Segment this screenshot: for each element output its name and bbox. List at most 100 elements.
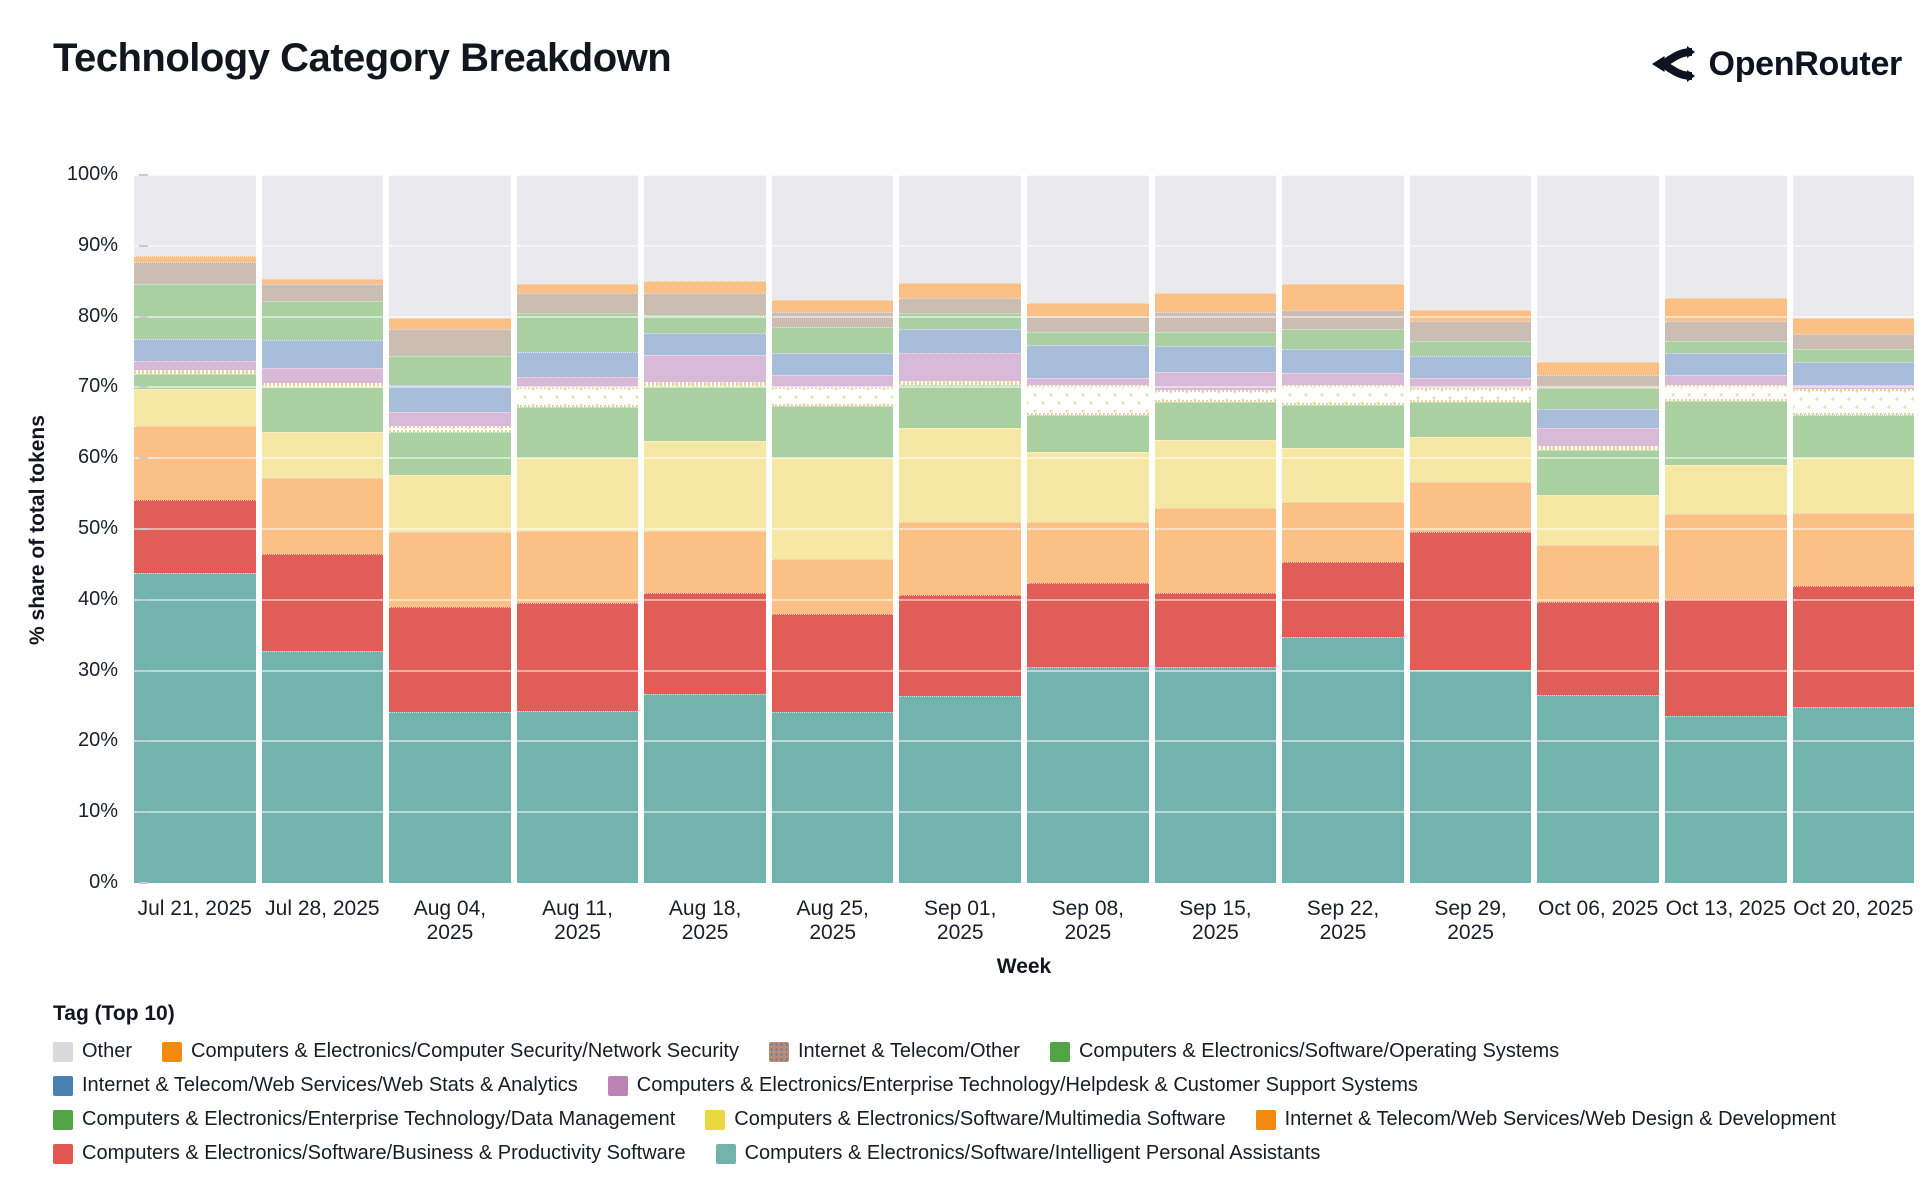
bar-segment-netsec[interactable] bbox=[1027, 303, 1149, 317]
bar-segment-datamgmt[interactable] bbox=[899, 385, 1022, 429]
bar-segment-webstats[interactable] bbox=[389, 385, 511, 412]
bar-segment-multimedia[interactable] bbox=[261, 431, 384, 478]
bar-segment-other[interactable] bbox=[899, 175, 1022, 283]
bar-segment-dotted-band[interactable] bbox=[1792, 388, 1915, 416]
bar-segment-webdesign[interactable] bbox=[134, 425, 256, 500]
bar-segment-itother[interactable] bbox=[1154, 311, 1277, 332]
bar-segment-datamgmt[interactable] bbox=[134, 373, 256, 390]
legend-item[interactable]: Computers & Electronics/Computer Securit… bbox=[162, 1040, 739, 1063]
bar-segment-ipa[interactable] bbox=[134, 572, 256, 883]
bar-segment-bnp[interactable] bbox=[261, 553, 384, 652]
bar-segment-os[interactable] bbox=[1792, 348, 1915, 362]
bar-segment-netsec[interactable] bbox=[899, 282, 1022, 299]
bar-segment-itother[interactable] bbox=[261, 284, 384, 302]
bar-segment-other[interactable] bbox=[644, 175, 766, 282]
bar-segment-ipa[interactable] bbox=[644, 693, 766, 883]
bar-segment-webdesign[interactable] bbox=[899, 521, 1022, 595]
bar-segment-ipa[interactable] bbox=[261, 651, 384, 883]
bar-segment-netsec[interactable] bbox=[1792, 318, 1915, 335]
bar-segment-multimedia[interactable] bbox=[771, 458, 894, 559]
bar-segment-dotted-band[interactable] bbox=[1409, 388, 1532, 402]
bar-segment-os[interactable] bbox=[389, 355, 511, 386]
bar-segment-netsec[interactable] bbox=[1537, 361, 1659, 375]
bar-segment-bnp[interactable] bbox=[1537, 602, 1659, 696]
bar-segment-webdesign[interactable] bbox=[389, 531, 511, 607]
bar-segment-os[interactable] bbox=[516, 313, 639, 353]
bar-segment-other[interactable] bbox=[1027, 175, 1149, 304]
legend-item[interactable]: Other bbox=[53, 1040, 132, 1063]
bar-segment-datamgmt[interactable] bbox=[389, 432, 511, 476]
bar-segment-dotted-band[interactable] bbox=[771, 386, 894, 406]
bar-segment-netsec[interactable] bbox=[1664, 298, 1787, 321]
bar-segment-bnp[interactable] bbox=[1027, 582, 1149, 668]
bar-segment-itother[interactable] bbox=[899, 298, 1022, 314]
bar-segment-multimedia[interactable] bbox=[134, 389, 256, 426]
bar-segment-os[interactable] bbox=[261, 301, 384, 340]
bar-segment-os[interactable] bbox=[1027, 331, 1149, 345]
bar-segment-helpdesk[interactable] bbox=[1027, 378, 1149, 386]
bar-segment-helpdesk[interactable] bbox=[1409, 377, 1532, 389]
bar-segment-itother[interactable] bbox=[644, 293, 766, 315]
legend-item[interactable]: Computers & Electronics/Enterprise Techn… bbox=[53, 1108, 675, 1131]
bar-segment-webstats[interactable] bbox=[644, 332, 766, 355]
bar-segment-os[interactable] bbox=[1537, 387, 1659, 410]
bar-segment-os[interactable] bbox=[1154, 331, 1277, 347]
bar-segment-itother[interactable] bbox=[1537, 374, 1659, 388]
bar-segment-helpdesk[interactable] bbox=[1154, 371, 1277, 391]
bar-segment-dotted-band[interactable] bbox=[1537, 445, 1659, 450]
bar-segment-multimedia[interactable] bbox=[899, 428, 1022, 522]
bar-segment-bnp[interactable] bbox=[516, 602, 639, 711]
bar-segment-datamgmt[interactable] bbox=[1792, 415, 1915, 459]
bar-segment-netsec[interactable] bbox=[134, 256, 256, 262]
bar-segment-bnp[interactable] bbox=[1282, 562, 1404, 637]
bar-segment-netsec[interactable] bbox=[1154, 292, 1277, 312]
bar-segment-helpdesk[interactable] bbox=[1282, 373, 1404, 386]
legend-item[interactable]: Computers & Electronics/Software/Operati… bbox=[1049, 1040, 1559, 1063]
brand[interactable]: OpenRouter bbox=[1651, 44, 1902, 84]
bar-segment-webstats[interactable] bbox=[261, 339, 384, 369]
bar-segment-os[interactable] bbox=[899, 313, 1022, 330]
bar-segment-helpdesk[interactable] bbox=[389, 411, 511, 426]
bar-segment-os[interactable] bbox=[1664, 340, 1787, 354]
bar-segment-itother[interactable] bbox=[389, 328, 511, 356]
legend-item[interactable]: Computers & Electronics/Software/Intelli… bbox=[715, 1142, 1320, 1165]
legend-item[interactable]: Computers & Electronics/Enterprise Techn… bbox=[607, 1074, 1418, 1097]
bar-segment-dotted-band[interactable] bbox=[899, 381, 1022, 386]
bar-segment-datamgmt[interactable] bbox=[516, 406, 639, 459]
legend-item[interactable]: Internet & Telecom/Other bbox=[769, 1040, 1020, 1063]
bar-segment-webdesign[interactable] bbox=[1027, 521, 1149, 583]
bar-segment-webdesign[interactable] bbox=[1792, 513, 1915, 587]
bar-segment-itother[interactable] bbox=[1282, 310, 1404, 330]
bar-segment-dotted-band[interactable] bbox=[389, 425, 511, 433]
bar-segment-webdesign[interactable] bbox=[1664, 514, 1787, 600]
bar-segment-ipa[interactable] bbox=[1792, 707, 1915, 883]
bar-segment-dotted-band[interactable] bbox=[1154, 390, 1277, 402]
bar-segment-other[interactable] bbox=[771, 175, 894, 301]
bar-segment-ipa[interactable] bbox=[1282, 636, 1404, 883]
bar-segment-datamgmt[interactable] bbox=[644, 386, 766, 441]
bar-segment-other[interactable] bbox=[1792, 175, 1915, 319]
bar-segment-webstats[interactable] bbox=[516, 352, 639, 377]
bar-segment-dotted-band[interactable] bbox=[134, 369, 256, 374]
bar-segment-itother[interactable] bbox=[134, 261, 256, 284]
bar-segment-multimedia[interactable] bbox=[1537, 495, 1659, 546]
bar-segment-helpdesk[interactable] bbox=[261, 368, 384, 383]
bar-segment-os[interactable] bbox=[771, 326, 894, 353]
bar-segment-webdesign[interactable] bbox=[1282, 502, 1404, 563]
bar-segment-netsec[interactable] bbox=[1282, 284, 1404, 311]
bar-segment-itother[interactable] bbox=[771, 311, 894, 327]
bar-segment-webstats[interactable] bbox=[899, 329, 1022, 354]
bar-segment-netsec[interactable] bbox=[389, 318, 511, 329]
bar-segment-other[interactable] bbox=[1282, 175, 1404, 285]
bar-segment-ipa[interactable] bbox=[771, 711, 894, 883]
bar-segment-bnp[interactable] bbox=[134, 499, 256, 573]
legend-item[interactable]: Computers & Electronics/Software/Busines… bbox=[53, 1142, 686, 1165]
bar-segment-itother[interactable] bbox=[1409, 320, 1532, 341]
bar-segment-bnp[interactable] bbox=[1154, 592, 1277, 668]
bar-segment-netsec[interactable] bbox=[771, 300, 894, 312]
bar-segment-bnp[interactable] bbox=[1409, 531, 1532, 670]
bar-segment-itother[interactable] bbox=[1664, 320, 1787, 341]
legend-item[interactable]: Internet & Telecom/Web Services/Web Stat… bbox=[53, 1074, 578, 1097]
bar-segment-ipa[interactable] bbox=[1537, 695, 1659, 883]
bar-segment-helpdesk[interactable] bbox=[644, 354, 766, 383]
